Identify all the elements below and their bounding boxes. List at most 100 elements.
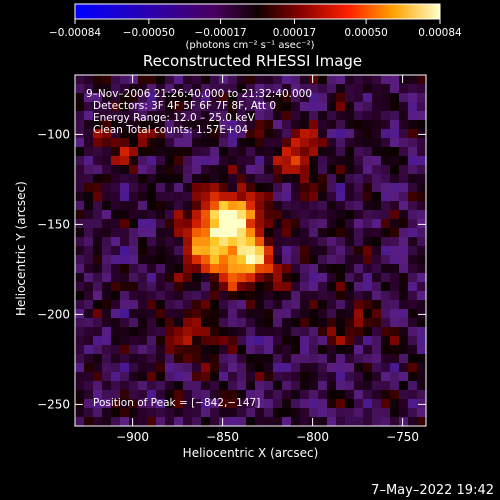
image-pixel — [93, 156, 103, 166]
image-pixel — [300, 372, 310, 382]
image-pixel — [93, 309, 103, 319]
image-pixel — [264, 84, 274, 94]
image-pixel — [156, 138, 166, 148]
image-pixel — [219, 219, 229, 229]
image-pixel — [165, 111, 175, 121]
image-pixel — [183, 93, 193, 103]
image-pixel — [237, 111, 247, 121]
image-pixel — [111, 192, 121, 202]
image-pixel — [165, 264, 175, 274]
image-pixel — [291, 327, 301, 337]
image-pixel — [147, 183, 157, 193]
image-pixel — [390, 111, 400, 121]
image-pixel — [201, 165, 211, 175]
image-pixel — [201, 309, 211, 319]
image-pixel — [156, 75, 166, 85]
image-pixel — [174, 309, 184, 319]
image-pixel — [354, 282, 364, 292]
image-pixel — [219, 210, 229, 220]
image-pixel — [192, 246, 202, 256]
image-pixel — [138, 318, 148, 328]
image-pixel — [300, 354, 310, 364]
image-pixel — [318, 174, 328, 184]
image-pixel — [309, 219, 319, 229]
image-pixel — [210, 255, 220, 265]
image-pixel — [165, 156, 175, 166]
image-pixel — [75, 408, 85, 418]
image-pixel — [300, 228, 310, 238]
image-pixel — [372, 345, 382, 355]
image-pixel — [390, 282, 400, 292]
image-pixel — [246, 282, 256, 292]
image-pixel — [327, 93, 337, 103]
image-pixel — [291, 210, 301, 220]
image-pixel — [246, 165, 256, 175]
image-pixel — [381, 75, 391, 85]
image-pixel — [228, 210, 238, 220]
image-pixel — [111, 219, 121, 229]
image-pixel — [390, 174, 400, 184]
image-pixel — [345, 336, 355, 346]
image-pixel — [219, 93, 229, 103]
image-pixel — [129, 336, 139, 346]
image-pixel — [291, 399, 301, 409]
image-pixel — [156, 336, 166, 346]
image-pixel — [318, 282, 328, 292]
image-pixel — [336, 273, 346, 283]
image-pixel — [138, 309, 148, 319]
image-pixel — [291, 219, 301, 229]
image-pixel — [345, 165, 355, 175]
image-pixel — [291, 147, 301, 157]
image-pixel — [93, 291, 103, 301]
image-pixel — [183, 318, 193, 328]
image-pixel — [84, 93, 94, 103]
image-pixel — [183, 390, 193, 400]
image-pixel — [300, 120, 310, 130]
image-pixel — [183, 156, 193, 166]
colorbar-ticks: −0.00084 −0.00050 −0.00017 0.00017 0.00050 0.… — [49, 19, 462, 39]
image-pixel — [417, 183, 427, 193]
image-pixel — [111, 201, 121, 211]
image-pixel — [381, 372, 391, 382]
image-pixel — [363, 192, 373, 202]
image-pixel — [408, 300, 418, 310]
image-pixel — [210, 327, 220, 337]
image-pixel — [84, 390, 94, 400]
image-pixel — [165, 291, 175, 301]
image-pixel — [327, 192, 337, 202]
image-pixel — [75, 111, 85, 121]
image-pixel — [93, 219, 103, 229]
image-pixel — [156, 219, 166, 229]
image-pixel — [84, 111, 94, 121]
image-pixel — [399, 219, 409, 229]
image-pixel — [354, 201, 364, 211]
image-pixel — [390, 291, 400, 301]
image-pixel — [183, 165, 193, 175]
image-pixel — [93, 282, 103, 292]
image-pixel — [399, 120, 409, 130]
image-pixel — [282, 201, 292, 211]
image-pixel — [120, 201, 130, 211]
image-pixel — [228, 174, 238, 184]
image-pixel — [129, 309, 139, 319]
image-pixel — [156, 345, 166, 355]
image-pixel — [390, 192, 400, 202]
image-pixel — [327, 120, 337, 130]
image-pixel — [84, 228, 94, 238]
image-pixel — [237, 156, 247, 166]
image-pixel — [336, 309, 346, 319]
image-pixel — [120, 156, 130, 166]
image-pixel — [291, 201, 301, 211]
image-pixel — [111, 345, 121, 355]
image-pixel — [390, 138, 400, 148]
image-pixel — [183, 345, 193, 355]
image-pixel — [264, 174, 274, 184]
image-pixel — [309, 318, 319, 328]
image-pixel — [102, 327, 112, 337]
image-pixel — [309, 138, 319, 148]
image-pixel — [75, 120, 85, 130]
image-pixel — [237, 345, 247, 355]
image-pixel — [255, 264, 265, 274]
image-pixel — [84, 336, 94, 346]
image-pixel — [273, 282, 283, 292]
